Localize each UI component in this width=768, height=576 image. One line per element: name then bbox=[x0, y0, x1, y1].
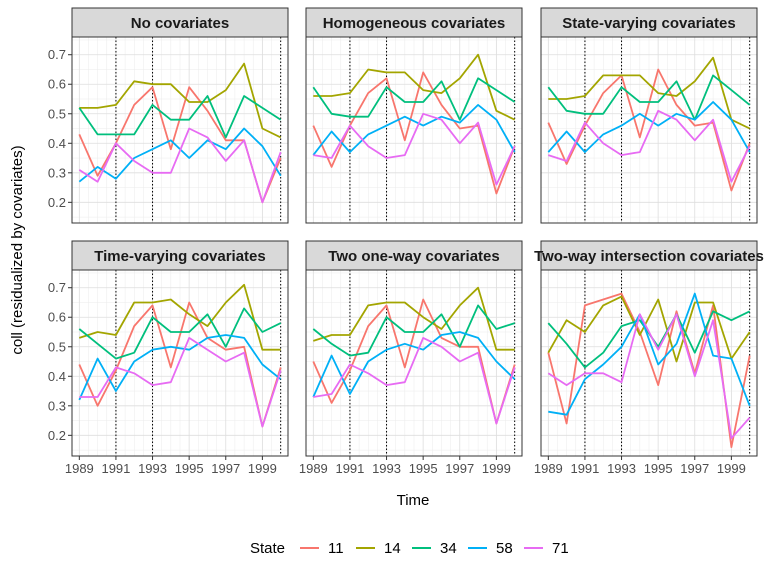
series-group bbox=[547, 292, 751, 449]
x-tick-label: 1991 bbox=[335, 461, 364, 476]
x-tick-label: 1999 bbox=[717, 461, 746, 476]
series-line-14 bbox=[79, 62, 282, 139]
y-tick-label: 0.4 bbox=[48, 369, 66, 384]
series-line-58 bbox=[312, 104, 516, 156]
legend-label-58: 58 bbox=[496, 540, 513, 557]
facet-panel: No covariates 0.2 0.3 0.4 0.5 0.6 0.7 bbox=[48, 7, 289, 224]
x-tick-label: 1997 bbox=[211, 461, 240, 476]
series-line-34 bbox=[312, 304, 515, 357]
y-tick-label: 0.3 bbox=[48, 165, 66, 180]
series-line-58 bbox=[548, 292, 751, 416]
panel-border bbox=[71, 269, 289, 457]
series-line-34 bbox=[312, 77, 516, 121]
facet-panel: Two-way intersection covariates 1989 1991 1… bbox=[534, 240, 764, 476]
x-tick-label: 1991 bbox=[570, 461, 599, 476]
facet-strip bbox=[540, 240, 758, 271]
y-tick-label: 0.4 bbox=[48, 136, 66, 151]
y-tick-label: 0.7 bbox=[48, 47, 66, 62]
series-line-14 bbox=[313, 286, 515, 351]
facet-panel: Homogeneous covariates bbox=[305, 7, 523, 224]
x-tick-label: 1993 bbox=[607, 461, 636, 476]
x-tick-label: 1991 bbox=[101, 461, 130, 476]
series-line-71 bbox=[78, 127, 282, 204]
series-line-34 bbox=[78, 95, 282, 139]
y-tick-label: 0.6 bbox=[48, 77, 66, 92]
series-line-58 bbox=[78, 334, 282, 401]
x-tick-label: 1989 bbox=[299, 461, 328, 476]
panels-layer: No covariates 0.2 0.3 0.4 0.5 0.6 0.7 Homogeneo… bbox=[48, 7, 764, 476]
facet-title: No covariates bbox=[131, 15, 229, 32]
y-tick-label: 0.7 bbox=[48, 280, 66, 295]
legend: State 11 14 34 58 71 bbox=[250, 540, 569, 557]
x-tick-label: 1997 bbox=[445, 461, 474, 476]
legend-label-34: 34 bbox=[440, 540, 457, 557]
y-tick-label: 0.2 bbox=[48, 428, 66, 443]
facet-strip bbox=[540, 7, 758, 38]
series-line-34 bbox=[547, 74, 751, 121]
panel-border bbox=[305, 269, 523, 457]
x-tick-label: 1995 bbox=[409, 461, 438, 476]
series-line-11 bbox=[78, 301, 282, 428]
y-tick-label: 0.5 bbox=[48, 106, 66, 121]
x-tick-label: 1993 bbox=[372, 461, 401, 476]
x-tick-label: 1989 bbox=[534, 461, 563, 476]
facet-strip bbox=[71, 240, 289, 271]
legend-title: State bbox=[250, 540, 285, 557]
series-group bbox=[312, 286, 516, 425]
facet-panel: Time-varying covariates 0.2 0.3 0.4 0.5 0.6 0.… bbox=[48, 240, 289, 476]
y-tick-label: 0.3 bbox=[48, 398, 66, 413]
series-line-71 bbox=[313, 112, 516, 186]
x-tick-label: 1999 bbox=[248, 461, 277, 476]
facet-strip bbox=[305, 7, 523, 38]
series-line-58 bbox=[312, 331, 516, 398]
x-tick-label: 1993 bbox=[138, 461, 167, 476]
series-group bbox=[547, 56, 751, 192]
y-axis-title: coll (residualized by covariates) bbox=[9, 145, 26, 354]
facet-title: State-varying covariates bbox=[562, 15, 735, 32]
series-group bbox=[78, 62, 282, 204]
facet-title: Time-varying covariates bbox=[94, 248, 265, 265]
facet-strip bbox=[71, 7, 289, 38]
panel-border bbox=[305, 36, 523, 224]
facet-panel: State-varying covariates bbox=[540, 7, 758, 224]
y-tick-label: 0.6 bbox=[48, 310, 66, 325]
series-line-71 bbox=[548, 109, 751, 183]
y-tick-label: 0.5 bbox=[48, 339, 66, 354]
x-tick-label: 1995 bbox=[175, 461, 204, 476]
series-line-14 bbox=[79, 283, 281, 351]
x-tick-label: 1999 bbox=[482, 461, 511, 476]
legend-label-71: 71 bbox=[552, 540, 569, 557]
facet-title: Two-way intersection covariates bbox=[534, 248, 764, 265]
x-tick-label: 1995 bbox=[644, 461, 673, 476]
series-line-71 bbox=[79, 336, 282, 428]
legend-label-11: 11 bbox=[328, 540, 344, 557]
legend-label-14: 14 bbox=[384, 540, 401, 557]
facet-title: Homogeneous covariates bbox=[323, 15, 506, 32]
series-group bbox=[312, 53, 516, 195]
facet-title: Two one-way covariates bbox=[328, 248, 499, 265]
series-line-34 bbox=[78, 307, 282, 360]
series-line-71 bbox=[313, 336, 516, 425]
series-line-11 bbox=[312, 298, 516, 425]
facet-panel: Two one-way covariates 1989 1991 1993 1995 19… bbox=[299, 240, 523, 476]
x-axis-title: Time bbox=[397, 492, 430, 509]
y-tick-label: 0.2 bbox=[48, 195, 66, 210]
series-line-14 bbox=[548, 56, 751, 130]
panel-border bbox=[540, 269, 758, 457]
x-tick-label: 1997 bbox=[680, 461, 709, 476]
series-line-11 bbox=[547, 68, 751, 192]
series-line-58 bbox=[547, 101, 751, 154]
x-tick-label: 1989 bbox=[65, 461, 94, 476]
panel-border bbox=[71, 36, 289, 224]
panel-border bbox=[540, 36, 758, 224]
series-line-71 bbox=[547, 313, 751, 440]
series-line-14 bbox=[313, 53, 516, 121]
series-line-11 bbox=[547, 292, 751, 449]
series-group bbox=[78, 283, 282, 428]
